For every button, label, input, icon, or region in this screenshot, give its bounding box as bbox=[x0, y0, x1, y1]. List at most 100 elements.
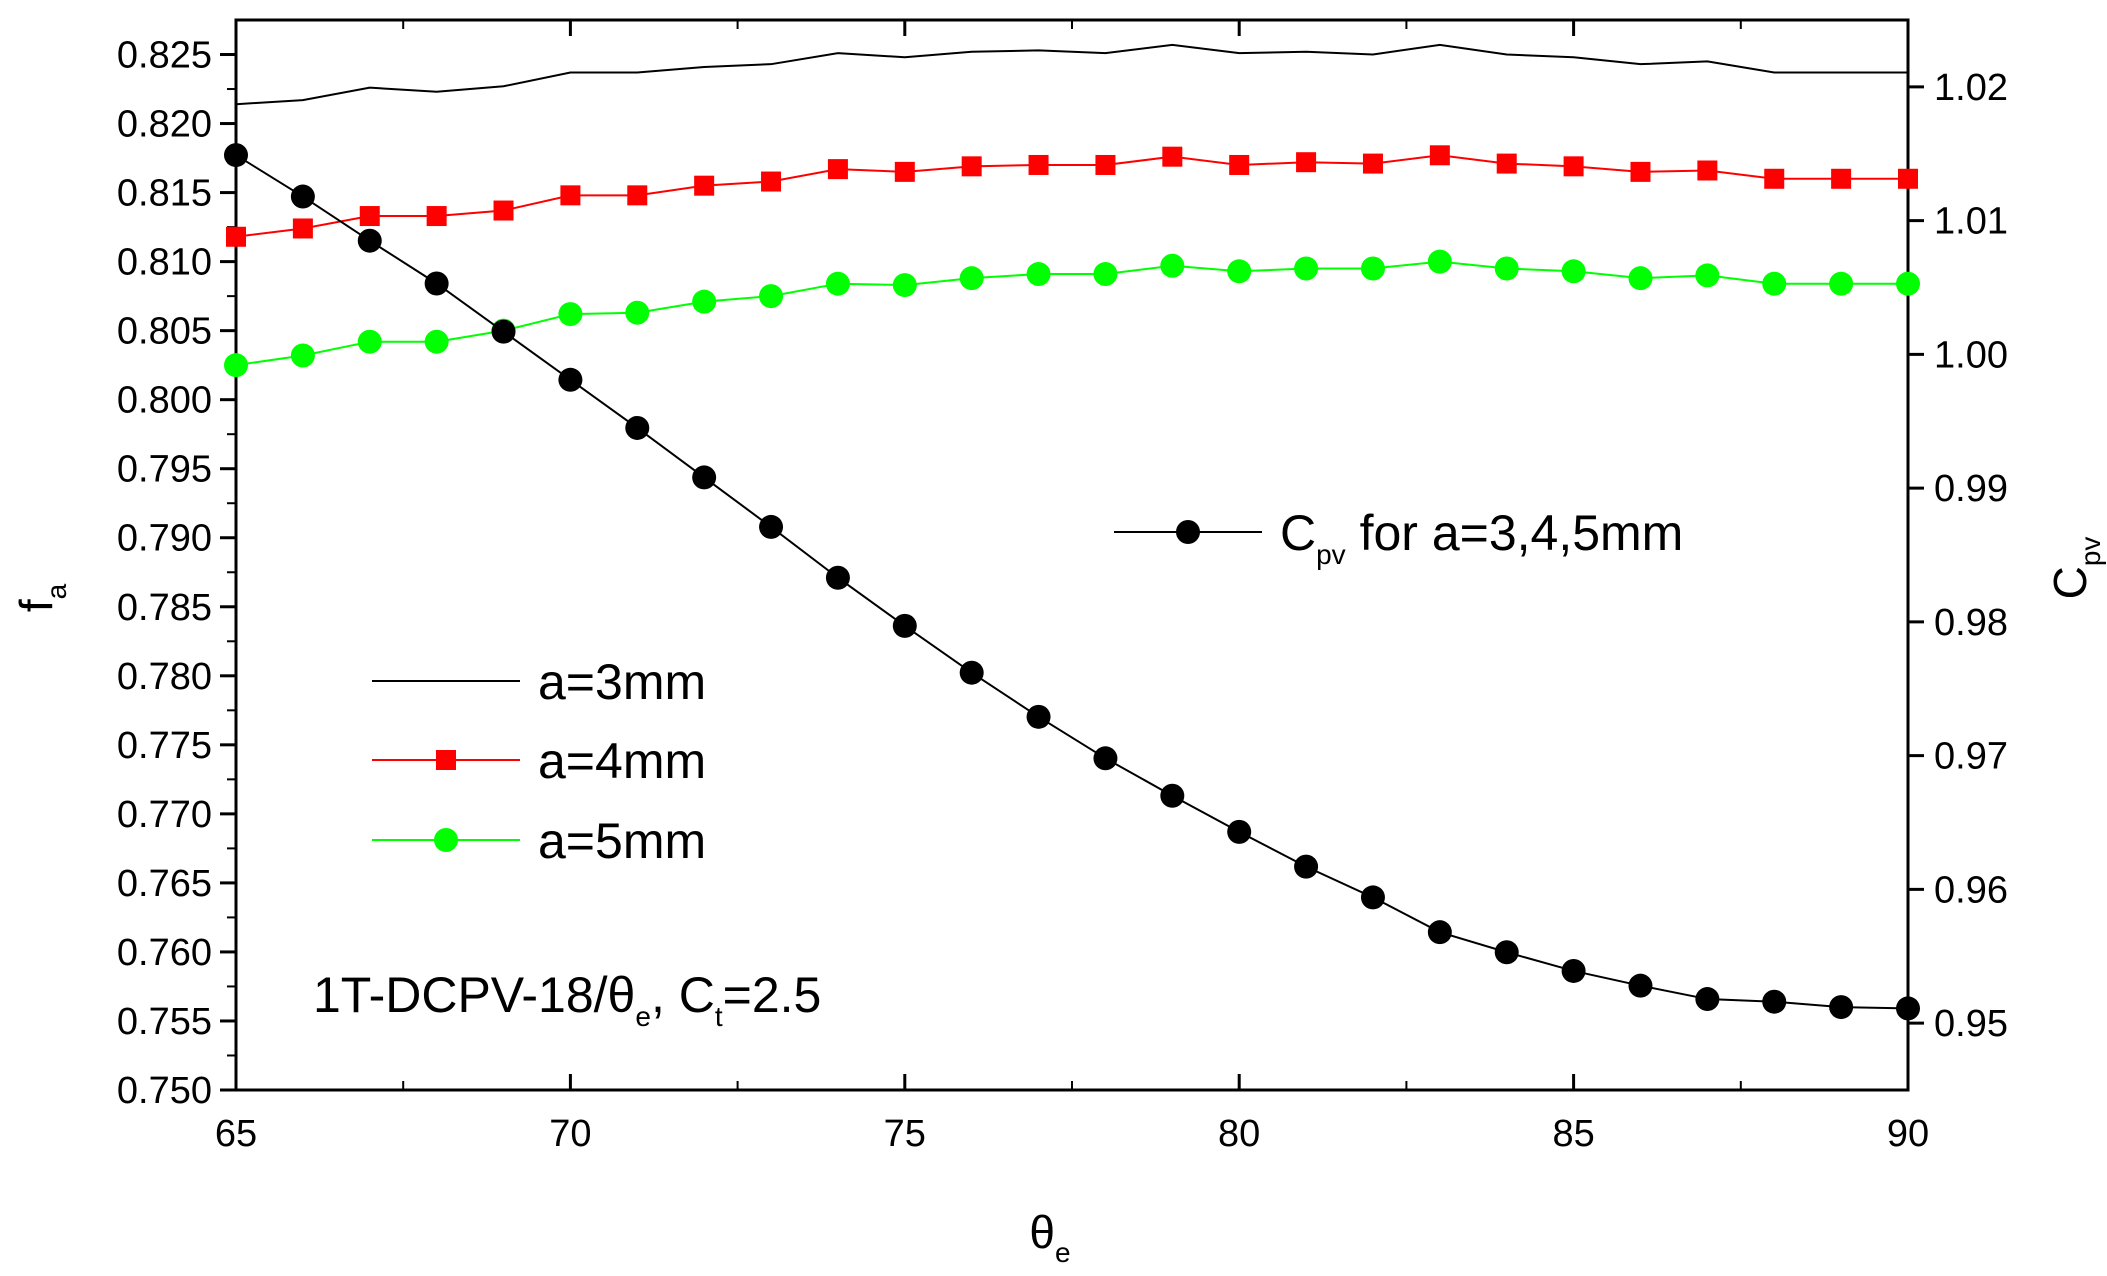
data-point bbox=[1764, 168, 1785, 189]
data-point bbox=[694, 175, 715, 196]
data-point bbox=[761, 171, 782, 192]
data-point bbox=[894, 161, 915, 182]
data-point bbox=[1360, 885, 1385, 910]
data-point bbox=[1360, 256, 1385, 281]
data-point bbox=[1429, 145, 1450, 166]
data-point bbox=[1563, 156, 1584, 177]
data-point bbox=[1898, 168, 1918, 189]
data-point bbox=[627, 185, 648, 206]
series-line bbox=[235, 43, 1908, 106]
legend-label-a4: a=4mm bbox=[538, 733, 706, 789]
series-1 bbox=[226, 145, 1918, 247]
data-point bbox=[493, 200, 514, 221]
y-tick-label: 0.810 bbox=[117, 242, 212, 284]
x-tick-label: 85 bbox=[1552, 1113, 1594, 1155]
series-line bbox=[235, 154, 1908, 238]
data-point bbox=[625, 300, 650, 325]
data-point bbox=[1028, 154, 1049, 175]
legend-cpv: Cpv for a=3,4,5mm bbox=[1114, 505, 1683, 570]
data-point bbox=[1628, 266, 1653, 291]
data-point bbox=[892, 273, 917, 298]
data-point bbox=[1095, 154, 1116, 175]
legend-marker-cpv bbox=[1176, 520, 1200, 544]
data-point bbox=[825, 271, 850, 296]
y2-tick-label: 0.99 bbox=[1934, 468, 2008, 510]
data-point bbox=[759, 514, 784, 539]
data-point bbox=[825, 565, 850, 590]
data-point bbox=[424, 271, 449, 296]
data-point bbox=[357, 329, 382, 354]
chart-annotation: 1T-DCPV-18/θe, Ct=2.5 bbox=[313, 967, 821, 1032]
y-tick-label: 0.800 bbox=[117, 380, 212, 422]
y2-tick-label: 0.95 bbox=[1934, 1003, 2008, 1045]
series-3 bbox=[224, 143, 1920, 1021]
data-point bbox=[1630, 161, 1651, 182]
data-point bbox=[290, 343, 315, 368]
data-point bbox=[1227, 259, 1252, 284]
data-point bbox=[1561, 259, 1586, 284]
data-point bbox=[1162, 146, 1183, 167]
data-point bbox=[558, 367, 583, 392]
data-point bbox=[1896, 271, 1920, 296]
data-point bbox=[1628, 973, 1653, 998]
data-point bbox=[1762, 271, 1787, 296]
data-point bbox=[1831, 168, 1852, 189]
y-tick-label: 0.795 bbox=[117, 449, 212, 491]
data-point bbox=[426, 206, 447, 227]
series-line bbox=[235, 154, 1909, 1010]
y2-tick-label: 1.01 bbox=[1934, 201, 2008, 243]
y-tick-label: 0.755 bbox=[117, 1001, 212, 1043]
data-point bbox=[1160, 783, 1185, 808]
data-point bbox=[759, 284, 784, 309]
data-point bbox=[1294, 854, 1319, 879]
y2-tick-label: 0.96 bbox=[1934, 869, 2008, 911]
data-point bbox=[827, 159, 848, 180]
data-point bbox=[1829, 995, 1854, 1020]
data-point bbox=[1494, 256, 1519, 281]
data-point bbox=[1229, 154, 1250, 175]
data-point bbox=[1093, 746, 1118, 771]
data-point bbox=[959, 660, 984, 685]
data-point bbox=[1496, 153, 1517, 174]
legend-label-a3: a=3mm bbox=[538, 654, 706, 710]
y2-tick-label: 0.98 bbox=[1934, 602, 2008, 644]
data-point bbox=[292, 218, 313, 239]
y-tick-label: 0.805 bbox=[117, 311, 212, 353]
series-0 bbox=[235, 43, 1908, 106]
axis-ticks: 65 70 75 80 85 90 0.750 0.755 0.760 0.765 0.770 0.7… bbox=[117, 20, 2008, 1155]
data-point bbox=[1026, 262, 1051, 287]
x-tick-label: 80 bbox=[1218, 1113, 1260, 1155]
data-point bbox=[1093, 262, 1118, 287]
data-point bbox=[1697, 160, 1718, 181]
legend-label-cpv: Cpv for a=3,4,5mm bbox=[1280, 505, 1683, 570]
x-tick-label: 70 bbox=[549, 1113, 591, 1155]
data-point bbox=[961, 156, 982, 177]
data-point bbox=[224, 353, 248, 378]
data-point bbox=[226, 226, 246, 247]
data-point bbox=[1762, 989, 1787, 1014]
y-tick-label: 0.760 bbox=[117, 932, 212, 974]
series-line bbox=[235, 260, 1908, 367]
data-point bbox=[959, 266, 984, 291]
legend-marker-a5 bbox=[434, 828, 458, 852]
data-point bbox=[424, 329, 449, 354]
y-tick-label: 0.770 bbox=[117, 794, 212, 836]
data-point bbox=[1494, 940, 1519, 965]
data-point bbox=[892, 613, 917, 638]
data-point bbox=[692, 289, 717, 314]
y-tick-label: 0.775 bbox=[117, 725, 212, 767]
data-point bbox=[1160, 253, 1185, 278]
y-tick-label: 0.780 bbox=[117, 656, 212, 698]
data-point bbox=[1362, 153, 1383, 174]
x-tick-label: 65 bbox=[215, 1113, 257, 1155]
data-point bbox=[1296, 152, 1317, 173]
data-point bbox=[290, 184, 315, 209]
data-point bbox=[558, 302, 583, 327]
y-tick-label: 0.820 bbox=[117, 104, 212, 146]
y-tick-label: 0.750 bbox=[117, 1070, 212, 1112]
data-point bbox=[1427, 920, 1452, 945]
data-point bbox=[1896, 996, 1920, 1021]
y-tick-label: 0.815 bbox=[117, 173, 212, 215]
data-point bbox=[1695, 263, 1720, 288]
